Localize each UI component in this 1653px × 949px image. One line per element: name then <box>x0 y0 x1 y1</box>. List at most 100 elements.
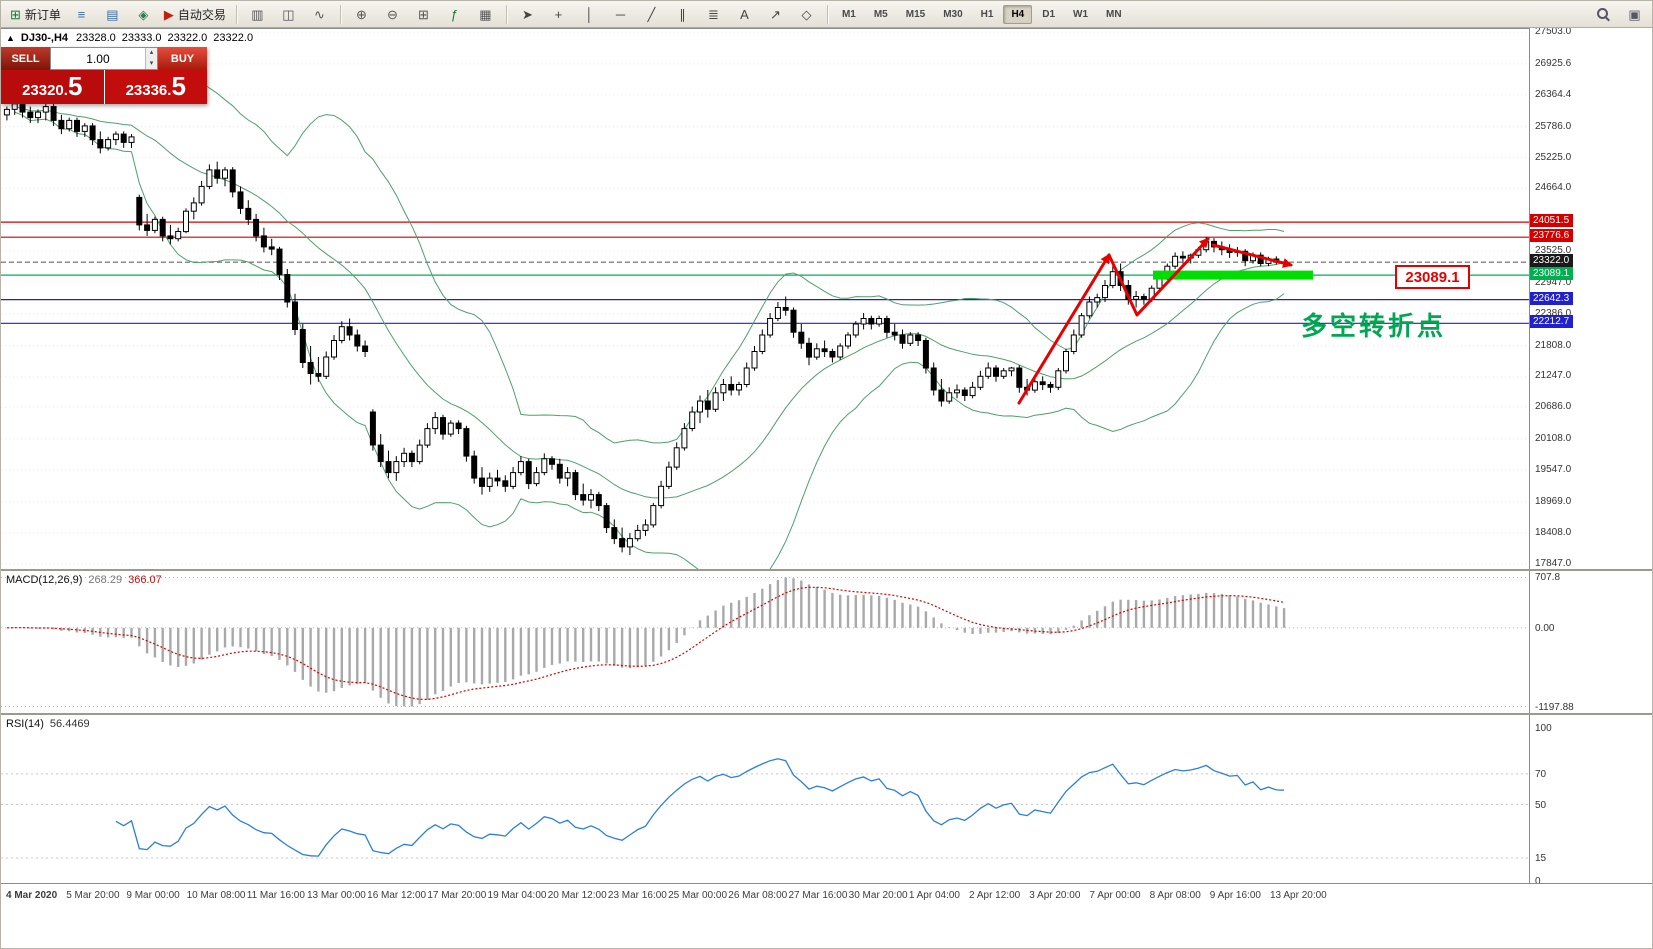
toolbar-separator <box>505 4 507 24</box>
time-axis-label: 9 Mar 00:00 <box>126 890 180 901</box>
chart-surface[interactable]: ▲ DJ30-,H4 23328.0 23333.0 23322.0 23322.0 SE… <box>1 28 1529 570</box>
toolbar-separator <box>235 4 237 24</box>
candlestick-chart-icon: ◫ <box>282 6 295 22</box>
price-axis-label: 24664.0 <box>1535 182 1572 194</box>
buy-price[interactable]: 23336. 5 <box>104 70 207 104</box>
new-order-icon: ⊞ <box>10 6 21 22</box>
sell-price[interactable]: 23320. 5 <box>1 70 104 104</box>
shapes-button[interactable]: ◇ <box>792 3 821 26</box>
trendline-button[interactable]: ╱ <box>637 3 666 26</box>
time-axis-label: 17 Mar 20:00 <box>427 890 487 901</box>
macd-label: MACD(12,26,9) 268.29 366.07 <box>6 574 162 586</box>
time-axis-label: 13 Apr 20:00 <box>1270 890 1327 901</box>
crosshair-button[interactable]: + <box>544 3 573 26</box>
macd-axis-label: 0.00 <box>1535 622 1555 634</box>
vertical-line-button[interactable]: │ <box>575 3 604 26</box>
price-axis[interactable]: 27503.0 26925.6 26364.4 25786.0 25225.0 24664… <box>1529 28 1652 569</box>
toolbar: ⊞ 新订单 ≡ ▤ ◈ ▶ 自动交易 ▥ ◫ ∿ ⊕ ⊖ ⊞ ƒ ▦ ➤ + │ ─ ╱ ∥ ≣ A ↗ ◇ M1 M5 M15 M30… <box>1 1 1652 28</box>
price-axis-label: 20686.0 <box>1535 401 1572 413</box>
quote-high: 23333.0 <box>121 32 162 44</box>
horizontal-line-button[interactable]: ─ <box>606 3 635 26</box>
line-chart-icon: ∿ <box>313 6 325 22</box>
tile-windows-icon: ⊞ <box>417 6 429 22</box>
market-watch-button[interactable]: ≡ <box>67 3 96 26</box>
sell-price-pip: 5 <box>67 71 83 101</box>
quote-low: 23322.0 <box>167 32 208 44</box>
rsi-panel[interactable]: RSI(14) 56.4469 <box>1 715 1529 883</box>
autotrading-label: 自动交易 <box>177 7 226 22</box>
macd-canvas[interactable] <box>1 571 1529 713</box>
cursor-button[interactable]: ➤ <box>513 3 542 26</box>
timeframe-mn[interactable]: MN <box>1106 8 1122 20</box>
macd-value-main: 268.29 <box>88 574 123 586</box>
macd-axis-label: 707.8 <box>1535 572 1561 584</box>
new-order-button[interactable]: ⊞ 新订单 <box>6 3 65 26</box>
macd-axis-label: -1197.88 <box>1535 701 1574 713</box>
sell-button[interactable]: SELL <box>1 47 50 70</box>
panel-divider[interactable] <box>1 569 1652 571</box>
price-callout-annotation[interactable]: 23089.1 <box>1395 265 1470 289</box>
time-axis[interactable]: 4 Mar 2020 5 Mar 20:00 9 Mar 00:00 10 Mar 0… <box>1 883 1652 948</box>
macd-panel[interactable]: MACD(12,26,9) 268.29 366.07 <box>1 571 1529 713</box>
price-axis-label: 19547.0 <box>1535 464 1572 475</box>
price-line-tag: 23089.1 <box>1530 267 1574 281</box>
buy-price-pip: 5 <box>171 71 186 101</box>
price-axis-label: 21247.0 <box>1535 370 1572 382</box>
volume-input[interactable] <box>51 48 145 69</box>
navigator-button[interactable]: ◈ <box>129 3 158 26</box>
bar-chart-button[interactable]: ▥ <box>243 3 272 26</box>
indicators-button[interactable]: ƒ <box>440 3 469 26</box>
candlestick-chart-button[interactable]: ◫ <box>274 3 303 26</box>
search-icon <box>1597 7 1610 21</box>
price-line-tag: 23776.6 <box>1530 229 1574 243</box>
time-axis-label: 4 Mar 2020 <box>6 890 58 901</box>
line-chart-button[interactable]: ∿ <box>305 3 334 26</box>
time-axis-label: 8 Apr 08:00 <box>1149 890 1201 901</box>
one-click-trade-panel: SELL ▴ ▾ BUY 23320.5 23336.5 <box>1 47 207 104</box>
time-axis-label: 16 Mar 12:00 <box>367 890 427 901</box>
new-order-label: 新订单 <box>24 7 61 22</box>
timeframe-m5[interactable]: M5 <box>873 8 888 20</box>
time-axis-label: 20 Mar 12:00 <box>547 890 607 901</box>
buy-button[interactable]: BUY <box>158 47 207 70</box>
fibonacci-button[interactable]: ≣ <box>699 3 728 26</box>
tile-windows-button[interactable]: ⊞ <box>409 3 438 26</box>
autotrading-button[interactable]: ▶ 自动交易 <box>160 3 230 26</box>
quote-open: 23328.0 <box>76 32 116 44</box>
time-axis-label: 25 Mar 00:00 <box>668 890 728 901</box>
rsi-axis-label: 50 <box>1535 799 1547 811</box>
price-chart-canvas[interactable] <box>1 29 1529 570</box>
price-axis-label: 23525.0 <box>1535 245 1572 257</box>
layouts-button[interactable]: ▣ <box>1620 3 1649 26</box>
panel-divider[interactable] <box>1 713 1652 715</box>
volume-up-button[interactable]: ▴ <box>145 48 157 59</box>
time-axis-label: 2 Apr 12:00 <box>969 890 1021 901</box>
timeframe-m15[interactable]: M15 <box>905 8 926 20</box>
templates-button[interactable]: ▦ <box>471 3 500 26</box>
channel-button[interactable]: ∥ <box>668 3 697 26</box>
macd-axis[interactable]: 707.8 0.00 -1197.88 <box>1529 571 1652 713</box>
timeframe-m30[interactable]: M30 <box>943 8 963 20</box>
arrow-tool-button[interactable]: ↗ <box>761 3 790 26</box>
price-axis-label: 22947.0 <box>1535 276 1572 288</box>
timeframe-w1[interactable]: W1 <box>1073 8 1089 20</box>
zoom-out-button[interactable]: ⊖ <box>378 3 407 26</box>
turning-point-annotation[interactable]: 多空转折点 <box>1301 311 1447 341</box>
timeframe-m1[interactable]: M1 <box>841 8 856 20</box>
rsi-axis[interactable]: 100 70 50 15 0 <box>1529 715 1652 883</box>
zoom-in-button[interactable]: ⊕ <box>347 3 376 26</box>
text-button[interactable]: A <box>730 3 759 26</box>
timeframe-h1[interactable]: H1 <box>980 8 994 20</box>
search-button[interactable] <box>1589 3 1618 26</box>
fibonacci-icon: ≣ <box>707 6 719 22</box>
sell-price-main: 23320. <box>22 82 68 99</box>
rsi-canvas[interactable] <box>1 715 1529 883</box>
text-icon: A <box>740 6 749 22</box>
volume-down-button[interactable]: ▾ <box>145 58 157 69</box>
data-window-icon: ▤ <box>106 6 119 22</box>
timeframe-h4[interactable]: H4 <box>1003 4 1033 24</box>
time-axis-label: 5 Mar 20:00 <box>66 890 120 901</box>
data-window-button[interactable]: ▤ <box>98 3 127 26</box>
timeframe-d1[interactable]: D1 <box>1042 8 1056 20</box>
